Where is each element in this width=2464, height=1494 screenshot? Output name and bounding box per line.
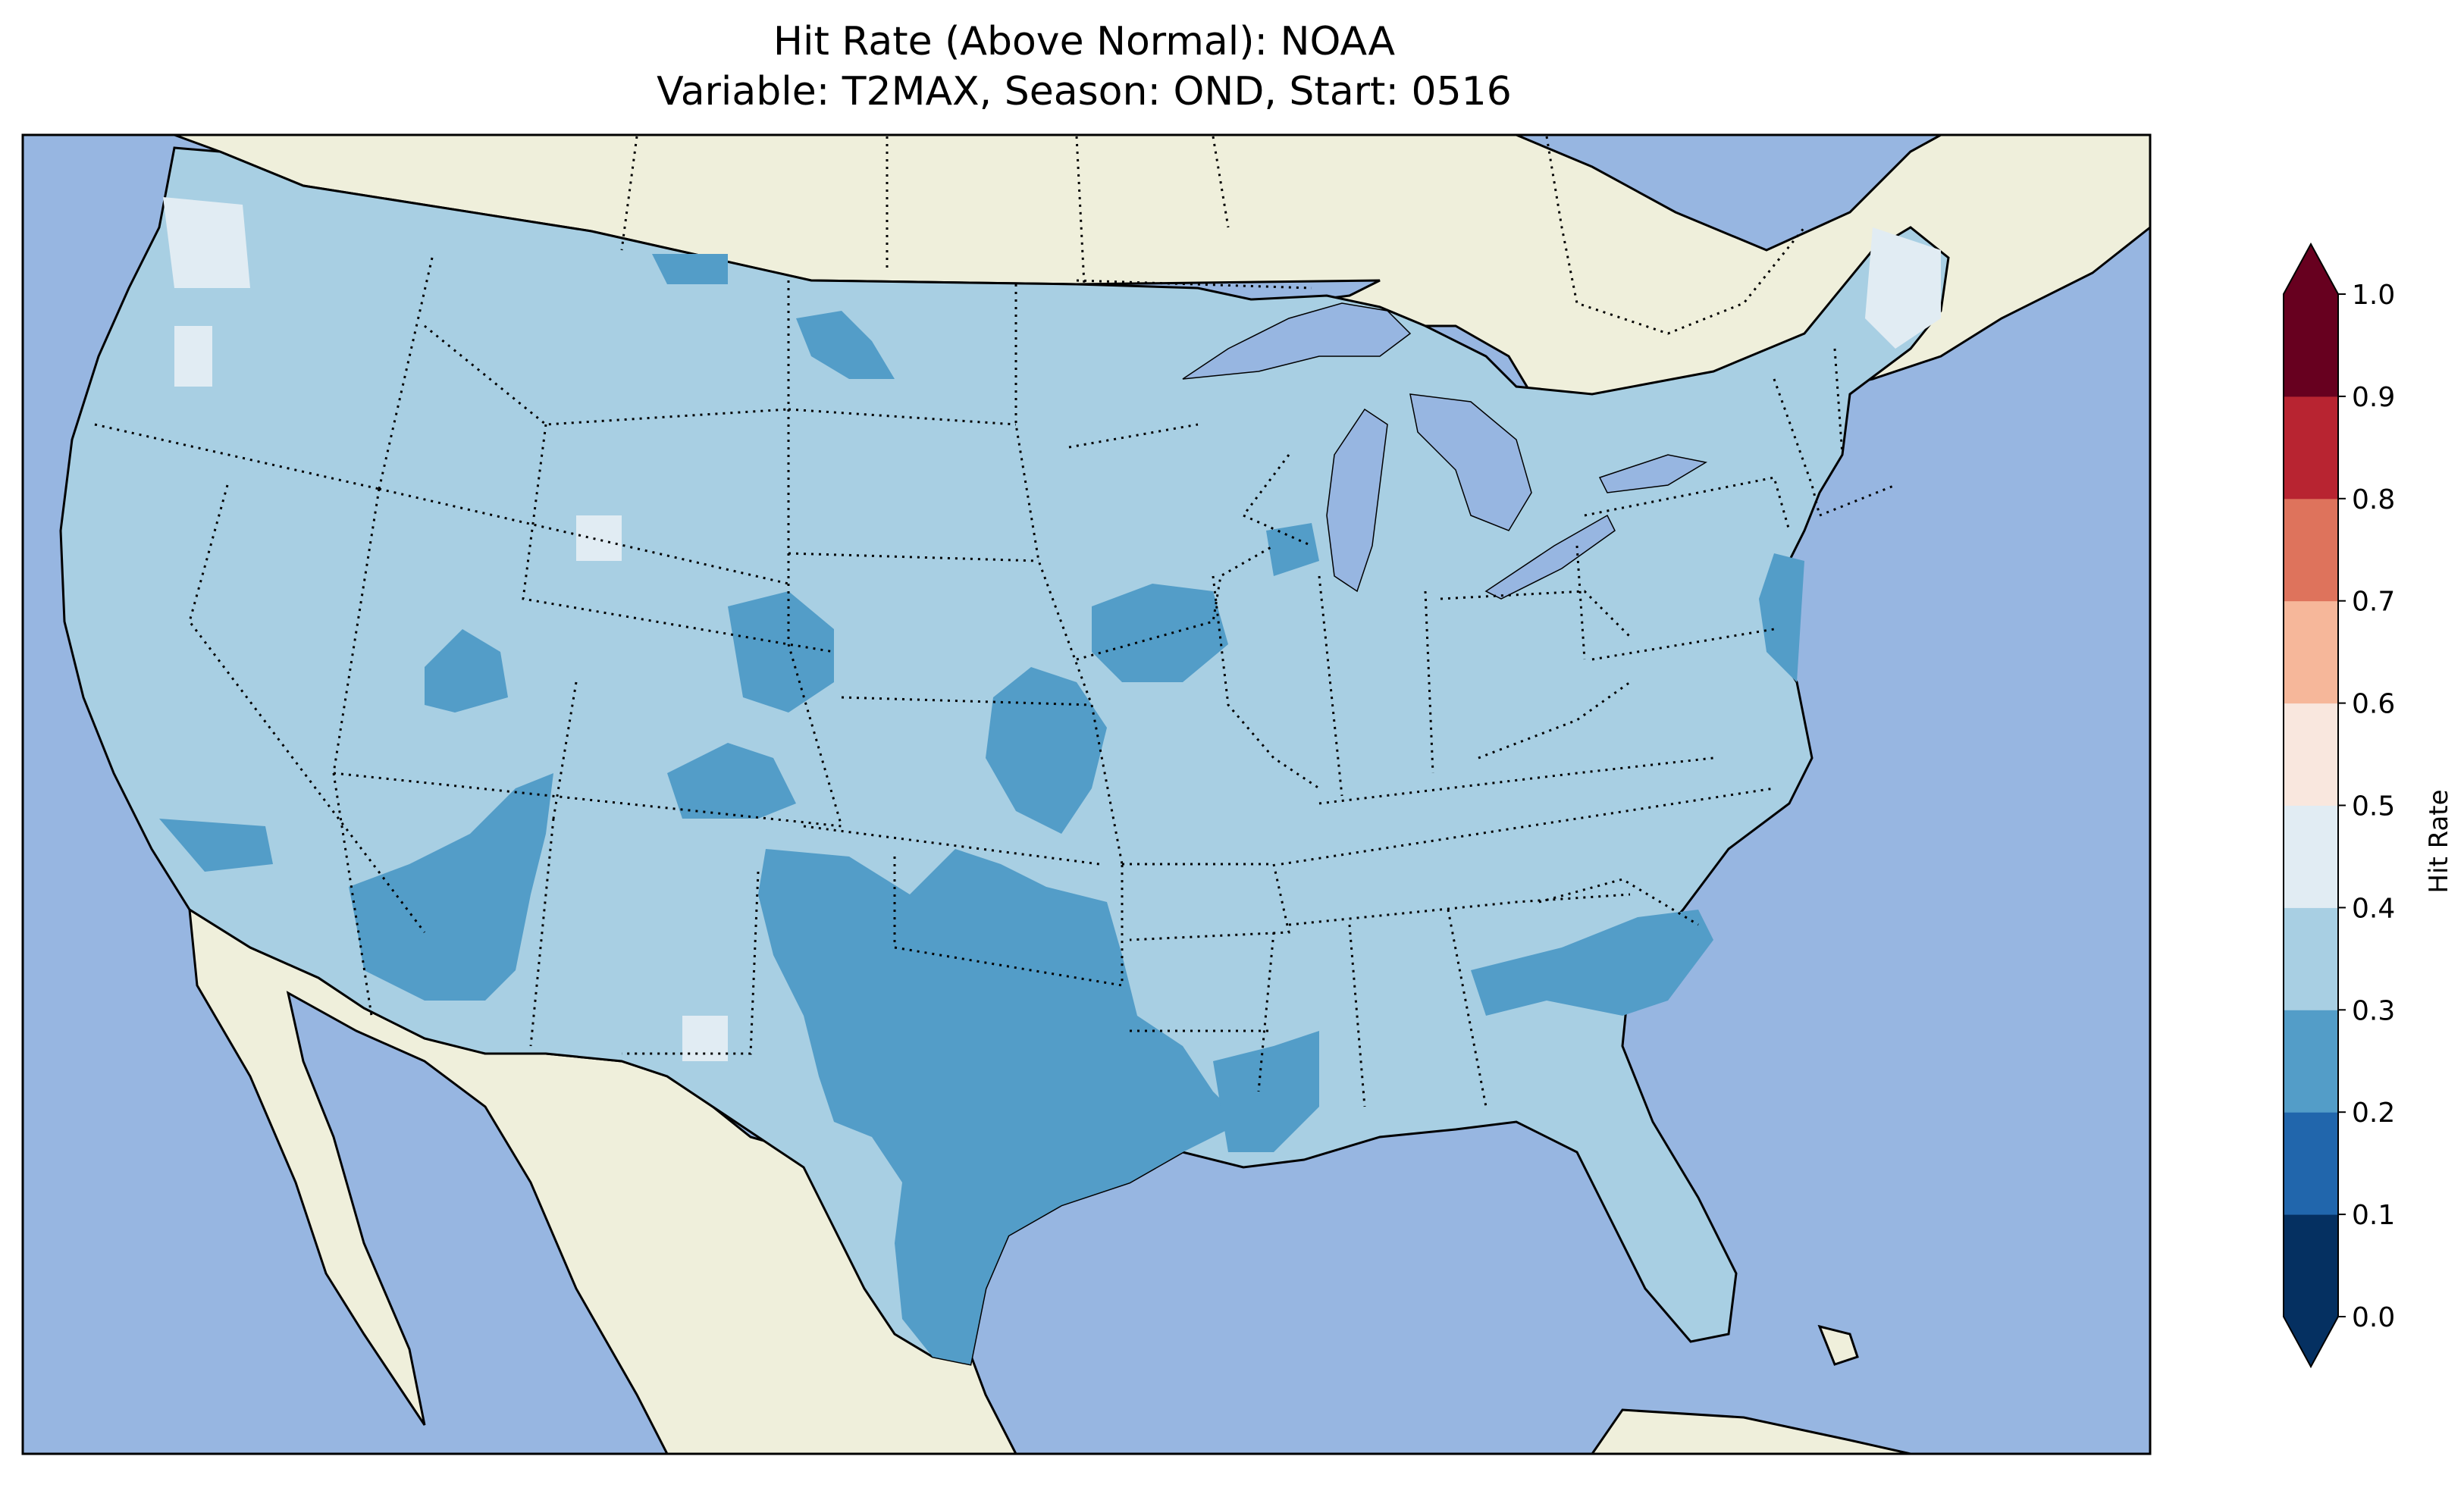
- region-colorado-east: [667, 743, 796, 819]
- region-montana-north: [652, 254, 728, 284]
- region-southwest: [349, 773, 553, 1001]
- great-lakes: [1182, 302, 1708, 600]
- figure-title: Hit Rate (Above Normal): NOAA Variable: …: [0, 17, 2168, 117]
- colorbar-tick-label: 0.6: [2352, 689, 2395, 720]
- region-wyoming-spot: [576, 515, 622, 561]
- colorbar-bin: [2284, 1112, 2338, 1215]
- region-mid-atlantic: [1759, 553, 1804, 682]
- lake-michigan: [1326, 408, 1388, 593]
- colorbar-bin: [2284, 907, 2338, 1010]
- hit-rate-0-2-0-3-regions: [159, 254, 1804, 1364]
- colorbar-tick-label: 0.7: [2352, 587, 2395, 618]
- region-oregon-spot: [174, 326, 212, 387]
- colorbar-tick-label: 0.3: [2352, 995, 2395, 1026]
- region-california: [159, 819, 273, 872]
- lake-ontario: [1598, 454, 1708, 493]
- colorbar-bin: [2284, 294, 2338, 397]
- region-louisiana: [1213, 1031, 1319, 1152]
- colorbar-bin: [2284, 703, 2338, 806]
- region-missouri-spot: [1092, 584, 1228, 682]
- hit-rate-0-4-0-5-regions: [163, 197, 1941, 1061]
- colorbar-bin: [2284, 600, 2338, 704]
- colorbar-extend-top: [2284, 244, 2338, 294]
- lake-huron: [1409, 393, 1532, 531]
- colorbar-extend-bottom: [2284, 1317, 2338, 1367]
- region-utah: [425, 629, 508, 713]
- lake-superior: [1182, 302, 1412, 380]
- region-washington: [163, 197, 250, 288]
- colorbar-tick-label: 0.0: [2352, 1302, 2395, 1333]
- state-borders: [94, 257, 1896, 1107]
- region-carolinas: [1471, 910, 1713, 1016]
- region-illinois-spot: [1266, 523, 1319, 576]
- colorbar-tick-label: 0.1: [2352, 1200, 2395, 1231]
- cuba-land: [1591, 1408, 1911, 1454]
- title-line-1: Hit Rate (Above Normal): NOAA: [773, 19, 1396, 64]
- region-maine: [1865, 227, 1941, 349]
- lake-erie: [1484, 514, 1616, 600]
- colorbar-tick-label: 0.2: [2352, 1098, 2395, 1129]
- map-frame: [21, 133, 2152, 1455]
- colorbar-ticks: 0.0 0.1 0.2 0.3 0.4 0.5 0.6 0.7 0.8 0.9 1.0: [2338, 280, 2395, 1333]
- map-area: [23, 135, 2150, 1454]
- colorbar-bin: [2284, 396, 2338, 500]
- region-montana: [796, 311, 895, 379]
- title-line-2: Variable: T2MAX, Season: OND, Start: 051…: [657, 69, 1512, 114]
- region-texas: [758, 849, 1243, 1364]
- colorbar-bins: [2284, 294, 2338, 1317]
- colorbar-label: Hit Rate: [2424, 789, 2454, 893]
- colorbar-bin: [2284, 498, 2338, 602]
- region-new-mexico-spot: [682, 1016, 728, 1061]
- colorbar-tick-label: 1.0: [2352, 280, 2395, 311]
- colorbar-tick-label: 0.4: [2352, 893, 2395, 924]
- region-kansas: [728, 591, 834, 713]
- colorbar: 0.0 0.1 0.2 0.3 0.4 0.5 0.6 0.7 0.8 0.9 1.0 Hit Ra…: [2283, 242, 2454, 1369]
- colorbar-bin: [2284, 1214, 2338, 1317]
- colorbar-tick-label: 0.9: [2352, 382, 2395, 413]
- colorbar-bin: [2284, 805, 2338, 908]
- colorbar-bin: [2284, 1010, 2338, 1113]
- colorbar-tick-label: 0.8: [2352, 484, 2395, 515]
- region-southern-plains-east: [986, 667, 1107, 834]
- country-borders: [620, 136, 1806, 335]
- bahamas-island: [1817, 1324, 1859, 1366]
- colorbar-tick-label: 0.5: [2352, 791, 2395, 822]
